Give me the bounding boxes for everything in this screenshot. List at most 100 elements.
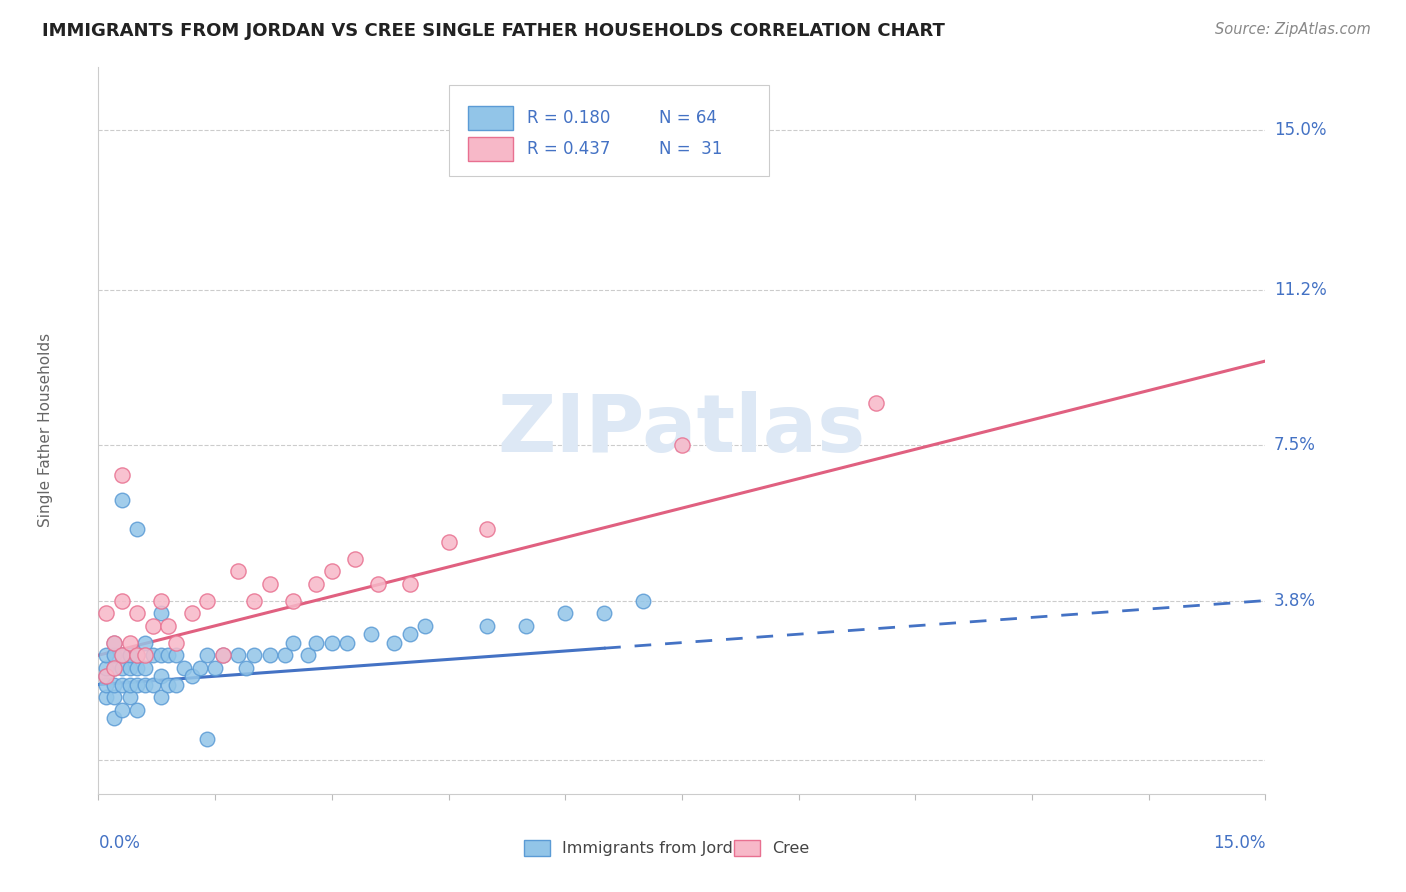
Point — [195, 732, 218, 747]
Point — [103, 711, 125, 725]
Point — [96, 690, 118, 705]
Point — [865, 396, 887, 410]
Point — [157, 678, 180, 692]
Point — [631, 593, 654, 607]
Point — [127, 648, 149, 663]
Point — [344, 551, 367, 566]
Point — [103, 661, 125, 675]
Point — [134, 635, 156, 649]
Point — [259, 648, 281, 663]
Text: ZIPatlas: ZIPatlas — [498, 392, 866, 469]
Text: N =  31: N = 31 — [658, 140, 721, 158]
Point — [103, 690, 125, 705]
Point — [367, 576, 389, 591]
Point — [96, 648, 118, 663]
Point — [157, 619, 180, 633]
Point — [127, 648, 149, 663]
Point — [103, 661, 125, 675]
Point — [111, 648, 134, 663]
Point — [149, 606, 172, 620]
Text: 15.0%: 15.0% — [1213, 834, 1265, 852]
Point — [111, 467, 134, 482]
Text: 11.2%: 11.2% — [1274, 281, 1326, 299]
Text: Immigrants from Jordan: Immigrants from Jordan — [562, 841, 752, 856]
Point — [165, 678, 187, 692]
Point — [382, 635, 405, 649]
Point — [103, 648, 125, 663]
Point — [243, 648, 266, 663]
Bar — [468, 106, 513, 129]
Point — [173, 661, 195, 675]
Bar — [468, 137, 513, 161]
Point — [305, 576, 328, 591]
Point — [305, 635, 328, 649]
Point — [127, 703, 149, 717]
Text: N = 64: N = 64 — [658, 109, 717, 127]
Text: R = 0.437: R = 0.437 — [527, 140, 610, 158]
Point — [321, 635, 343, 649]
Point — [96, 606, 118, 620]
Point — [118, 635, 141, 649]
Point — [321, 564, 343, 578]
Point — [142, 678, 165, 692]
Point — [235, 661, 257, 675]
Point — [149, 593, 172, 607]
Point — [111, 678, 134, 692]
Text: IMMIGRANTS FROM JORDAN VS CREE SINGLE FATHER HOUSEHOLDS CORRELATION CHART: IMMIGRANTS FROM JORDAN VS CREE SINGLE FA… — [42, 22, 945, 40]
Point — [111, 648, 134, 663]
Point — [103, 635, 125, 649]
Point — [228, 564, 250, 578]
Text: 3.8%: 3.8% — [1274, 591, 1316, 609]
Point — [127, 606, 149, 620]
Point — [111, 593, 134, 607]
Point — [127, 661, 149, 675]
Text: R = 0.180: R = 0.180 — [527, 109, 610, 127]
Point — [274, 648, 297, 663]
Point — [281, 635, 304, 649]
Point — [111, 492, 134, 507]
Text: 7.5%: 7.5% — [1274, 436, 1316, 454]
Point — [111, 661, 134, 675]
Point — [118, 690, 141, 705]
Point — [398, 576, 420, 591]
Point — [336, 635, 359, 649]
Point — [437, 534, 460, 549]
Point — [111, 703, 134, 717]
Point — [477, 619, 499, 633]
Text: Single Father Households: Single Father Households — [38, 334, 53, 527]
Point — [149, 669, 172, 683]
Point — [165, 635, 187, 649]
Point — [413, 619, 436, 633]
Point — [118, 648, 141, 663]
Point — [96, 669, 118, 683]
Point — [149, 690, 172, 705]
Text: 15.0%: 15.0% — [1274, 121, 1326, 139]
Point — [243, 593, 266, 607]
Point — [671, 438, 693, 452]
Point — [228, 648, 250, 663]
Point — [398, 627, 420, 641]
Point — [204, 661, 226, 675]
Point — [103, 678, 125, 692]
Point — [477, 522, 499, 536]
Point — [149, 648, 172, 663]
Point — [360, 627, 382, 641]
Text: 0.0%: 0.0% — [98, 834, 141, 852]
Point — [281, 593, 304, 607]
Point — [103, 635, 125, 649]
Point — [96, 678, 118, 692]
Point — [127, 678, 149, 692]
Point — [142, 619, 165, 633]
Point — [118, 661, 141, 675]
Point — [142, 648, 165, 663]
Point — [554, 606, 576, 620]
Point — [180, 669, 202, 683]
Point — [212, 648, 235, 663]
Bar — [524, 840, 550, 856]
Text: Cree: Cree — [772, 841, 808, 856]
Point — [212, 648, 235, 663]
Bar — [734, 840, 761, 856]
Point — [134, 648, 156, 663]
Point — [157, 648, 180, 663]
Point — [188, 661, 211, 675]
